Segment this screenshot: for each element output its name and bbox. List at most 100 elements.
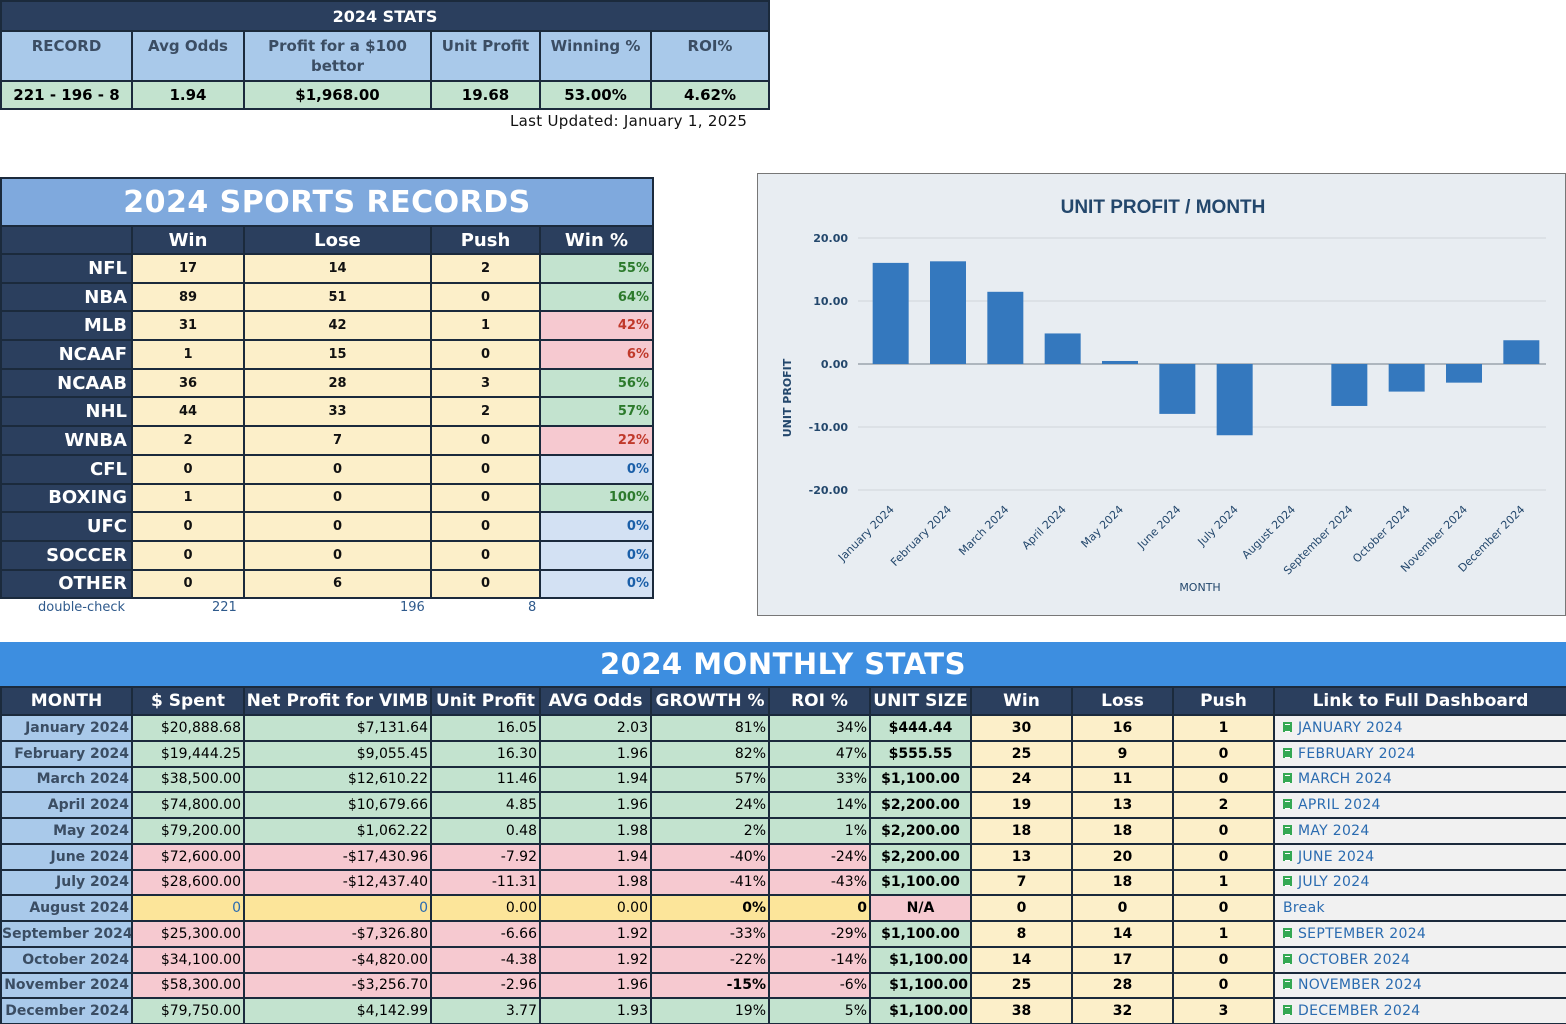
monthly-growth[interactable]: -33% (650, 920, 770, 948)
sport-name[interactable]: OTHER (0, 568, 133, 600)
monthly-unit-profit[interactable]: 4.85 (430, 791, 541, 819)
monthly-net-profit[interactable]: -$3,256.70 (243, 971, 432, 1000)
monthly-win[interactable]: 14 (970, 945, 1073, 974)
monthly-roi[interactable]: -6% (768, 971, 871, 1000)
monthly-win[interactable]: 38 (970, 997, 1073, 1024)
monthly-win[interactable]: 19 (970, 791, 1073, 819)
monthly-roi[interactable]: 33% (768, 765, 871, 794)
sport-win[interactable]: 31 (131, 310, 245, 342)
sport-push[interactable]: 0 (430, 539, 541, 571)
monthly-unit-profit[interactable]: 0.00 (430, 894, 541, 922)
monthly-dashboard-link[interactable]: JULY 2024 (1273, 868, 1566, 897)
monthly-spent[interactable]: $20,888.68 (131, 714, 245, 742)
monthly-win[interactable]: 18 (970, 817, 1073, 845)
monthly-unit-profit[interactable]: -2.96 (430, 971, 541, 1000)
monthly-growth[interactable]: -22% (650, 945, 770, 974)
monthly-growth[interactable]: 81% (650, 714, 770, 742)
summary-value-unit-profit[interactable]: 19.68 (430, 80, 541, 110)
monthly-unit-size[interactable]: $555.55 (869, 739, 972, 768)
monthly-loss[interactable]: 9 (1071, 739, 1174, 768)
sport-name[interactable]: SOCCER (0, 539, 133, 571)
sport-push[interactable]: 0 (430, 482, 541, 514)
sport-push[interactable]: 0 (430, 511, 541, 542)
monthly-growth[interactable]: -40% (650, 842, 770, 871)
monthly-month[interactable]: February 2024 (0, 739, 133, 768)
monthly-loss[interactable]: 13 (1071, 791, 1174, 819)
monthly-spent[interactable]: $25,300.00 (131, 920, 245, 948)
sport-push[interactable]: 0 (430, 568, 541, 600)
sport-name[interactable]: NHL (0, 396, 133, 428)
monthly-spent[interactable]: $79,200.00 (131, 817, 245, 845)
monthly-win[interactable]: 7 (970, 868, 1073, 897)
monthly-unit-size[interactable]: N/A (869, 894, 972, 922)
monthly-avg-odds[interactable]: 1.98 (539, 868, 652, 897)
monthly-roi[interactable]: 0 (768, 894, 871, 922)
monthly-spent[interactable]: 0 (131, 894, 245, 922)
sport-win-pct[interactable]: 64% (539, 281, 654, 313)
monthly-win[interactable]: 8 (970, 920, 1073, 948)
monthly-unit-profit[interactable]: 16.30 (430, 739, 541, 768)
monthly-push[interactable]: 1 (1172, 714, 1275, 742)
sport-push[interactable]: 0 (430, 425, 541, 456)
monthly-net-profit[interactable]: 0 (243, 894, 432, 922)
sport-lose[interactable]: 7 (243, 425, 432, 456)
sport-lose[interactable]: 14 (243, 253, 432, 284)
sport-name[interactable]: NBA (0, 281, 133, 313)
monthly-push[interactable]: 0 (1172, 765, 1275, 794)
monthly-month[interactable]: September 2024 (0, 920, 133, 948)
sport-win-pct[interactable]: 0% (539, 539, 654, 571)
monthly-unit-size[interactable]: $1,100.00 (869, 945, 972, 974)
sport-win-pct[interactable]: 0% (539, 453, 654, 485)
monthly-dashboard-link[interactable]: OCTOBER 2024 (1273, 945, 1566, 974)
sport-win-pct[interactable]: 42% (539, 310, 654, 342)
monthly-win[interactable]: 0 (970, 894, 1073, 922)
monthly-unit-profit[interactable]: 0.48 (430, 817, 541, 845)
monthly-roi[interactable]: 14% (768, 791, 871, 819)
sport-win[interactable]: 89 (131, 281, 245, 313)
monthly-roi[interactable]: -43% (768, 868, 871, 897)
monthly-loss[interactable]: 0 (1071, 894, 1174, 922)
monthly-spent[interactable]: $19,444.25 (131, 739, 245, 768)
monthly-push[interactable]: 0 (1172, 971, 1275, 1000)
monthly-net-profit[interactable]: $4,142.99 (243, 997, 432, 1024)
sport-lose[interactable]: 0 (243, 453, 432, 485)
sport-win-pct[interactable]: 0% (539, 511, 654, 542)
monthly-spent[interactable]: $58,300.00 (131, 971, 245, 1000)
sport-win[interactable]: 0 (131, 568, 245, 600)
monthly-win[interactable]: 13 (970, 842, 1073, 871)
monthly-month[interactable]: August 2024 (0, 894, 133, 922)
monthly-avg-odds[interactable]: 1.96 (539, 791, 652, 819)
monthly-month[interactable]: March 2024 (0, 765, 133, 794)
monthly-roi[interactable]: 1% (768, 817, 871, 845)
monthly-loss[interactable]: 17 (1071, 945, 1174, 974)
monthly-dashboard-link[interactable]: MARCH 2024 (1273, 765, 1566, 794)
summary-value-roi[interactable]: 4.62% (650, 80, 770, 110)
monthly-push[interactable]: 1 (1172, 920, 1275, 948)
monthly-net-profit[interactable]: $10,679.66 (243, 791, 432, 819)
sport-lose[interactable]: 0 (243, 482, 432, 514)
monthly-roi[interactable]: 34% (768, 714, 871, 742)
monthly-growth[interactable]: 57% (650, 765, 770, 794)
monthly-dashboard-link[interactable]: Break (1273, 894, 1566, 922)
sport-lose[interactable]: 0 (243, 511, 432, 542)
monthly-avg-odds[interactable]: 1.92 (539, 945, 652, 974)
sport-name[interactable]: UFC (0, 511, 133, 542)
monthly-avg-odds[interactable]: 1.96 (539, 971, 652, 1000)
monthly-unit-size[interactable]: $2,200.00 (869, 791, 972, 819)
sport-win[interactable]: 1 (131, 339, 245, 370)
monthly-win[interactable]: 24 (970, 765, 1073, 794)
monthly-net-profit[interactable]: -$17,430.96 (243, 842, 432, 871)
monthly-month[interactable]: November 2024 (0, 971, 133, 1000)
monthly-dashboard-link[interactable]: DECEMBER 2024 (1273, 997, 1566, 1024)
monthly-dashboard-link[interactable]: JUNE 2024 (1273, 842, 1566, 871)
monthly-unit-size[interactable]: $2,200.00 (869, 817, 972, 845)
monthly-push[interactable]: 1 (1172, 868, 1275, 897)
monthly-month[interactable]: December 2024 (0, 997, 133, 1024)
sport-win[interactable]: 17 (131, 253, 245, 284)
monthly-unit-size[interactable]: $1,100.00 (869, 868, 972, 897)
monthly-growth[interactable]: 2% (650, 817, 770, 845)
monthly-avg-odds[interactable]: 1.93 (539, 997, 652, 1024)
monthly-spent[interactable]: $38,500.00 (131, 765, 245, 794)
monthly-spent[interactable]: $79,750.00 (131, 997, 245, 1024)
sport-lose[interactable]: 28 (243, 367, 432, 399)
